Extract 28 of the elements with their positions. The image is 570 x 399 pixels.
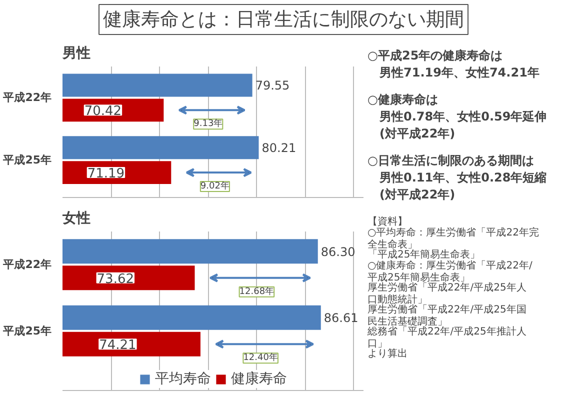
text: 男性0.78年、女性0.59年延伸 — [378, 110, 547, 124]
text: ○平成25年の健康寿命は — [368, 48, 503, 62]
chart-subtitle: 男性 — [62, 46, 90, 62]
text: ○日常生活に制限のある期間は — [368, 154, 534, 168]
y-tick-label: 平成25年 — [2, 154, 52, 167]
chart-title: 健康寿命とは：日常生活に制限のない期間 — [103, 8, 464, 30]
data-label: 74.21 — [99, 338, 136, 354]
data-label: 80.21 — [262, 141, 296, 156]
y-tick-label: 平成25年 — [2, 324, 52, 338]
data-label: 79.55 — [255, 78, 290, 93]
data-label: 70.42 — [84, 104, 122, 120]
y-tick-label: 平成22年 — [2, 258, 52, 272]
data-label: 86.61 — [324, 311, 358, 326]
text: 「平成25年簡易生命表」 — [368, 248, 480, 260]
data-label: 71.19 — [87, 166, 125, 182]
text: より算出 — [368, 348, 408, 360]
text: 【資料】 — [368, 216, 408, 228]
legend-label: 健康寿命 — [231, 370, 287, 388]
text: (対平成22年) — [380, 188, 456, 202]
text: (対平成22年) — [380, 126, 456, 140]
text: 男性0.11年、女性0.28年短縮 — [378, 170, 547, 184]
data-label: 73.62 — [96, 272, 134, 287]
legend-label: 平均寿命 — [155, 370, 211, 388]
data-label: 86.30 — [320, 244, 356, 259]
chart-title: 女性 — [62, 210, 90, 226]
text: ○健康寿命は — [368, 92, 438, 106]
text: 男性71.19年、女性74.21年 — [378, 66, 540, 80]
y-tick-label: 平成22年 — [2, 91, 52, 104]
